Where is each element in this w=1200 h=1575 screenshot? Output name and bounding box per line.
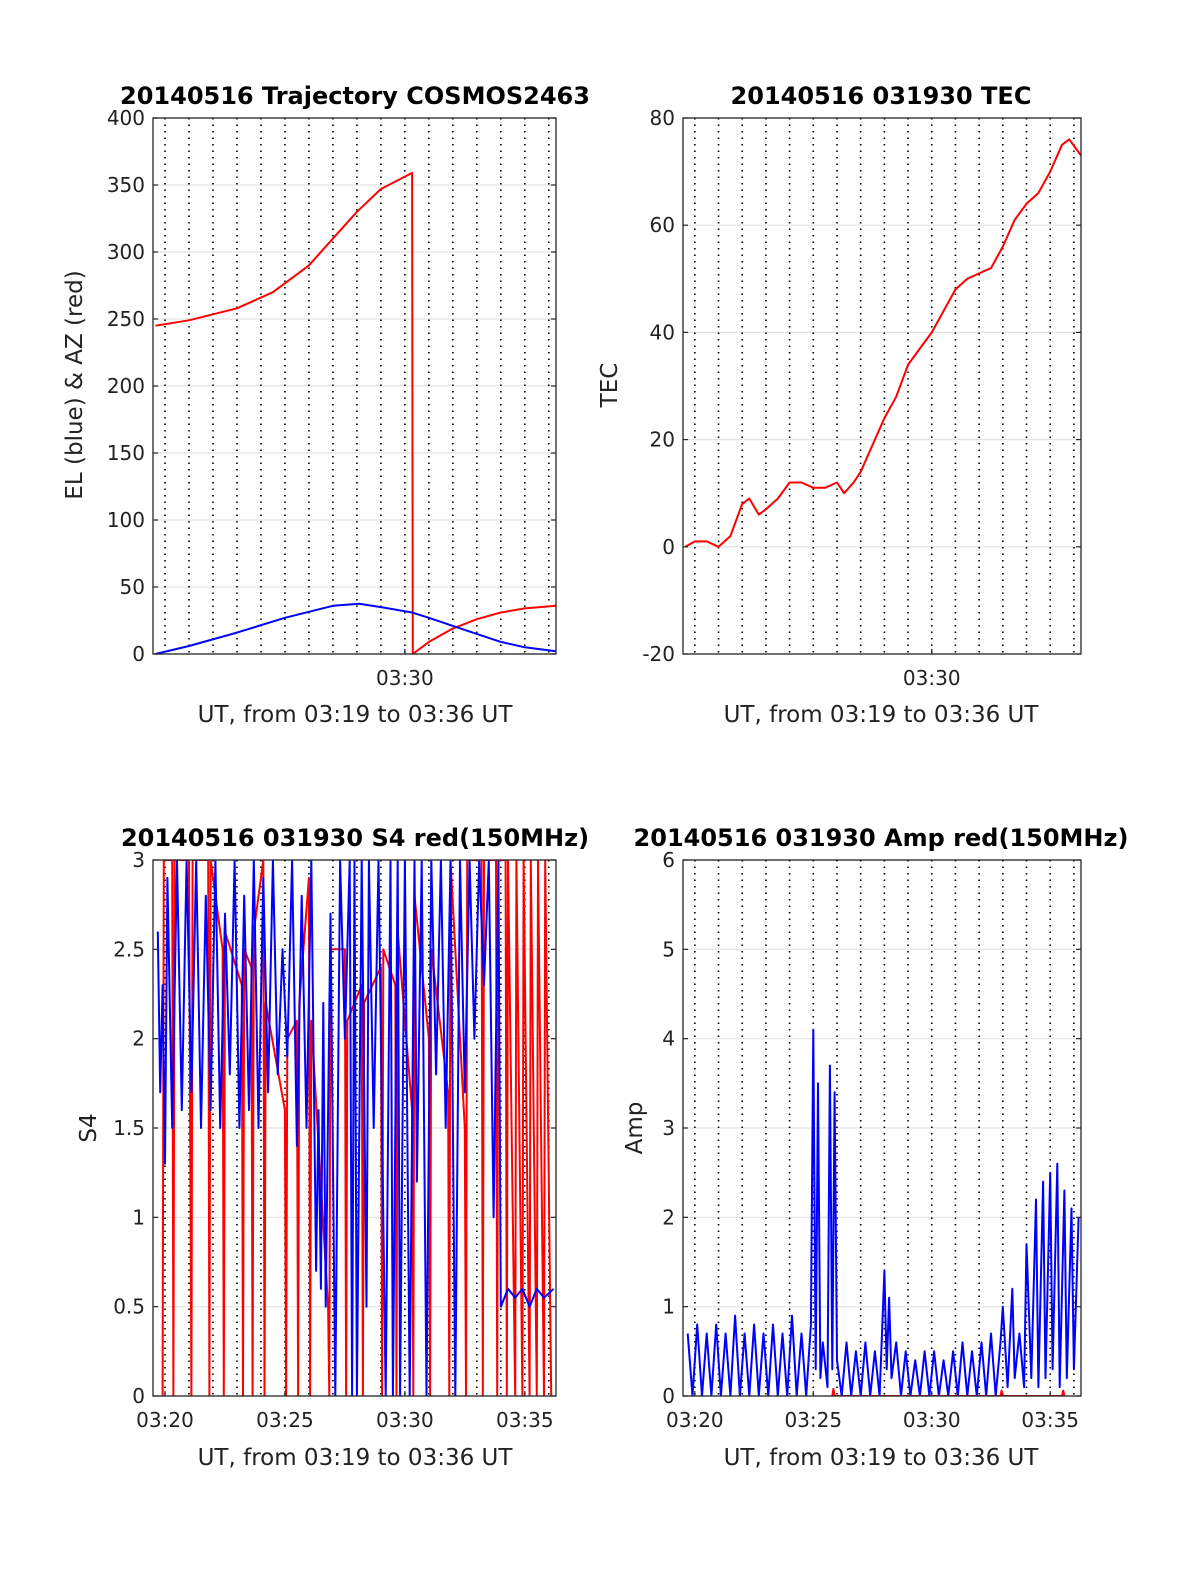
s4-ylabel: S4 <box>76 1113 102 1142</box>
s4-panel: 0 0.5 1 1.5 2 2.5 3 03:20 03:25 03:30 03:35 201405… <box>76 824 589 1471</box>
s4-xtick-label: 03:30 <box>376 1408 434 1432</box>
amp-ytick-label: 5 <box>662 937 675 961</box>
tec-axes-box <box>682 117 1082 655</box>
s4-ytick-label: 0.5 <box>113 1295 145 1319</box>
traj-ytick-label: 0 <box>132 642 145 666</box>
tec-ylabel: TEC <box>597 363 623 409</box>
tec-xtick-label: 03:30 <box>903 666 961 690</box>
s4-ytick-label: 1.5 <box>113 1116 145 1140</box>
s4-xlabel: UT, from 03:19 to 03:36 UT <box>198 1445 514 1471</box>
trajectory-title: 20140516 Trajectory COSMOS2463 <box>120 82 590 110</box>
traj-ytick-label: 150 <box>107 441 145 465</box>
traj-series-1-line <box>155 602 556 654</box>
amp-panel: 0 1 2 3 4 5 6 03:20 03:25 03:30 03:35 20140516 031… <box>622 824 1128 1471</box>
amp-xtick-label: 03:30 <box>903 1408 961 1432</box>
s4-xtick-label: 03:20 <box>136 1408 194 1432</box>
s4-series-1-line <box>156 860 555 1396</box>
tec-ytick-label: 20 <box>650 428 675 452</box>
s4-ytick-label: 0 <box>132 1384 145 1408</box>
amp-ylabel: Amp <box>622 1102 648 1155</box>
trajectory-ylabel: EL (blue) & AZ (red) <box>62 270 88 499</box>
tec-background <box>683 118 1081 654</box>
traj-ytick-label: 50 <box>120 575 145 599</box>
tec-ytick-label: 80 <box>650 106 675 130</box>
s4-xtick-label: 03:25 <box>256 1408 314 1432</box>
s4-ytick-label: 2 <box>132 1027 145 1051</box>
amp-series-0-line <box>831 1387 1066 1396</box>
traj-ytick-label: 250 <box>107 307 145 331</box>
traj-ytick-label: 100 <box>107 508 145 532</box>
tec-panel: -20 0 20 40 60 80 03:30 20140516 031930 TEC UT… <box>597 82 1082 728</box>
s4-ytick-label: 1 <box>132 1205 145 1229</box>
s4-xtick-label: 03:35 <box>496 1408 554 1432</box>
tec-plot-area: -20 0 20 40 60 80 03:30 <box>642 106 1082 690</box>
trajectory-xlabel: UT, from 03:19 to 03:36 UT <box>198 702 514 728</box>
s4-ytick-label: 2.5 <box>113 937 145 961</box>
traj-ytick-label: 300 <box>107 240 145 264</box>
amp-ytick-label: 1 <box>662 1295 675 1319</box>
s4-ytick-label: 3 <box>132 848 145 872</box>
tec-title: 20140516 031930 TEC <box>731 82 1032 110</box>
tec-series-0-line <box>684 138 1081 548</box>
traj-ytick-label: 400 <box>107 106 145 130</box>
amp-title: 20140516 031930 Amp red(150MHz) <box>634 824 1129 852</box>
amp-xlabel: UT, from 03:19 to 03:36 UT <box>724 1445 1040 1471</box>
traj-ytick-label: 200 <box>107 374 145 398</box>
amp-ytick-label: 2 <box>662 1205 675 1229</box>
traj-xtick-label: 03:30 <box>376 666 434 690</box>
s4-title: 20140516 031930 S4 red(150MHz) <box>121 824 589 852</box>
tec-ytick-label: 0 <box>662 535 675 559</box>
amp-xtick-label: 03:20 <box>666 1408 724 1432</box>
s4-plot-area: 0 0.5 1 1.5 2 2.5 3 03:20 03:25 03:30 03:35 <box>113 848 557 1432</box>
amp-ytick-label: 4 <box>662 1027 675 1051</box>
amp-plot-area: 0 1 2 3 4 5 6 03:20 03:25 03:30 03:35 <box>662 848 1082 1432</box>
tec-ytick-label: 60 <box>650 213 675 237</box>
trajectory-plot-area: 0 50 100 150 200 250 300 350 400 03:30 <box>107 106 557 690</box>
amp-ytick-label: 0 <box>662 1384 675 1408</box>
tec-ytick-label: 40 <box>650 320 675 344</box>
amp-ytick-label: 6 <box>662 848 675 872</box>
amp-ytick-label: 3 <box>662 1116 675 1140</box>
traj-ytick-label: 350 <box>107 173 145 197</box>
amp-xtick-label: 03:35 <box>1021 1408 1079 1432</box>
tec-ytick-label: -20 <box>642 642 675 666</box>
amp-series-1-line <box>686 1028 1080 1396</box>
trajectory-panel: 0 50 100 150 200 250 300 350 400 03:30 20140516 T… <box>62 82 590 728</box>
amp-xtick-label: 03:25 <box>784 1408 842 1432</box>
traj-series-0-line <box>155 171 556 654</box>
tec-xlabel: UT, from 03:19 to 03:36 UT <box>724 702 1040 728</box>
